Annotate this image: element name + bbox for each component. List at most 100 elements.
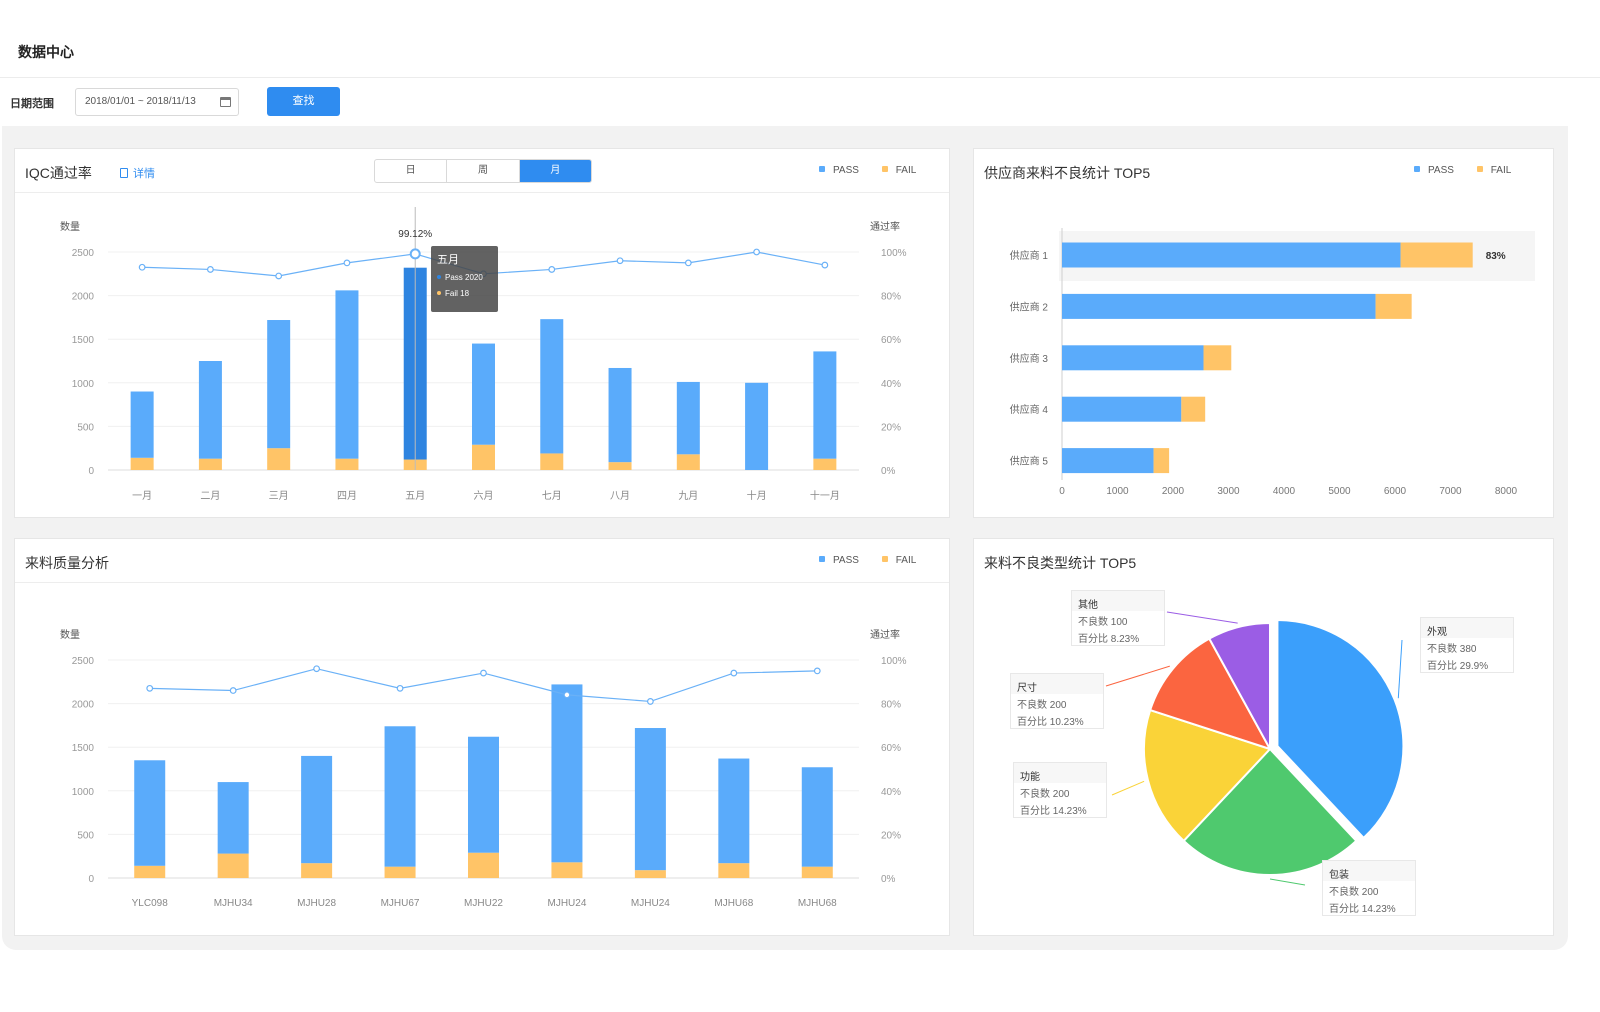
y-tick-label: 500	[77, 422, 94, 433]
bar-fail	[301, 863, 333, 878]
bar-pass	[130, 391, 154, 458]
y-tick-label: 0	[88, 466, 94, 477]
detail-label: 详情	[133, 168, 155, 180]
x-tick-label: 十月	[747, 489, 767, 502]
defect-pie-chart	[1105, 611, 1405, 886]
bar-fail	[1400, 242, 1473, 268]
pie-label-name: 功能	[1014, 763, 1106, 783]
rate-point	[138, 263, 146, 271]
bar-fail	[384, 866, 416, 878]
pie-label-count: 不良数 100	[1078, 617, 1128, 628]
rate-point	[563, 691, 571, 699]
bar-fail	[198, 458, 222, 470]
tab-day[interactable]: 日	[375, 160, 448, 182]
rate-point	[646, 698, 654, 705]
bar-fail	[676, 454, 700, 470]
calendar-icon[interactable]	[220, 97, 231, 107]
tooltip-fail-dot	[437, 291, 441, 295]
y2-axis-label: 通过率	[870, 220, 900, 233]
chart-tooltip: 五月 Pass 2020 Fail 18	[431, 246, 498, 312]
legend-fail-label: FAIL	[895, 555, 917, 566]
rate-point	[146, 684, 154, 692]
pie-label-name: 尺寸	[1011, 674, 1103, 694]
x-tick-label: MJHU22	[464, 898, 503, 909]
bar-pass	[472, 343, 495, 445]
pie-label-name: 其他	[1072, 591, 1164, 611]
tab-week[interactable]: 周	[447, 160, 520, 182]
y2-tick-label: 80%	[881, 292, 901, 303]
legend-pass-label: PASS	[833, 555, 859, 566]
y2-tick-label: 60%	[881, 335, 901, 346]
bar-fail	[134, 865, 166, 878]
bar-fail	[130, 457, 154, 470]
pie-label-name: 外观	[1421, 618, 1513, 638]
bar-pass	[540, 319, 564, 454]
bar-fail	[1375, 293, 1412, 319]
x-tick-label: MJHU68	[714, 898, 753, 909]
iqc-chart: 数量 通过率 0 0% 500 20% 1000 40% 1500 60% 2000 80% 2500 1…	[60, 207, 907, 502]
pie-label-box: 功能 不良数 200 百分比 14.23%	[1013, 762, 1107, 818]
supplier-chart: 0 1000 2000 3000 4000 5000 6000 7000 8000 供应商 1 83…	[1010, 228, 1535, 497]
pie-label-box: 尺寸 不良数 200 百分比 10.23%	[1010, 673, 1104, 729]
x-tick-label: 6000	[1384, 486, 1407, 497]
supplier-title: 供应商来料不良统计 TOP5	[984, 165, 1151, 181]
legend-pass[interactable]: PASS	[1414, 165, 1454, 176]
tab-month[interactable]: 月	[519, 160, 591, 182]
x-tick-label: MJHU24	[631, 898, 670, 909]
pie-leader-line	[1269, 878, 1306, 886]
x-tick-label: 2000	[1162, 486, 1185, 497]
filter-bar: 日期范围	[0, 79, 1600, 125]
legend-pass[interactable]: PASS	[819, 165, 859, 176]
bar-pass	[1062, 345, 1204, 371]
y-tick-label: 供应商 5	[1010, 455, 1049, 468]
period-tabs: 日 周 月	[374, 159, 592, 183]
bar-pass	[676, 381, 700, 455]
bar-fail	[813, 458, 837, 470]
pass-swatch	[819, 166, 825, 172]
pie-leader-line	[1166, 611, 1238, 624]
detail-link[interactable]: 详情	[120, 165, 155, 181]
pie-label-box: 外观 不良数 380 百分比 29.9%	[1420, 617, 1514, 673]
y2-tick-label: 100%	[881, 656, 907, 667]
legend-pass-label: PASS	[833, 165, 859, 176]
rate-point	[753, 248, 760, 256]
bar-pass	[718, 758, 750, 864]
x-tick-label: 一月	[132, 490, 152, 502]
search-button[interactable]: 查找	[267, 87, 340, 116]
date-range-input[interactable]: 2018/01/01 ~ 2018/11/13	[75, 88, 239, 116]
y-tick-label: 2500	[72, 248, 95, 259]
bar-pass	[1062, 293, 1376, 319]
supplier-legend: PASS FAIL	[1414, 165, 1511, 176]
y-axis-label: 数量	[60, 220, 80, 233]
pie-slice	[1276, 619, 1405, 840]
pie-label-percent: 百分比 29.9%	[1427, 661, 1489, 672]
y-tick-label: 500	[77, 830, 94, 841]
x-tick-label: 十一月	[810, 489, 840, 502]
pie-slice	[1207, 621, 1271, 750]
bar-pass	[745, 382, 769, 470]
legend-fail[interactable]: FAIL	[881, 165, 916, 176]
rate-point	[229, 687, 237, 694]
rate-point	[313, 665, 321, 673]
x-tick-label: 8000	[1495, 486, 1518, 497]
bar-fail	[718, 863, 750, 878]
date-range-value: 2018/01/01 ~ 2018/11/13	[85, 96, 196, 107]
pie-label-name: 包装	[1323, 861, 1415, 881]
x-tick-label: 三月	[269, 490, 289, 502]
legend-pass-label: PASS	[1428, 165, 1454, 176]
card-divider	[15, 582, 949, 583]
y2-tick-label: 0%	[881, 466, 896, 477]
legend-pass[interactable]: PASS	[819, 555, 859, 566]
x-tick-label: 七月	[542, 490, 562, 502]
y2-tick-label: 40%	[881, 379, 901, 390]
pie-label-percent: 百分比 14.23%	[1329, 904, 1396, 915]
pie-label-count: 不良数 200	[1020, 789, 1070, 800]
pie-slice	[1143, 708, 1272, 843]
date-range-label: 日期范围	[10, 98, 54, 110]
rate-point	[480, 669, 487, 677]
legend-fail[interactable]: FAIL	[1476, 165, 1511, 176]
legend-fail[interactable]: FAIL	[881, 555, 917, 566]
y-tick-label: 2000	[72, 292, 95, 303]
rate-point	[548, 266, 556, 273]
bar-fail	[468, 852, 499, 878]
